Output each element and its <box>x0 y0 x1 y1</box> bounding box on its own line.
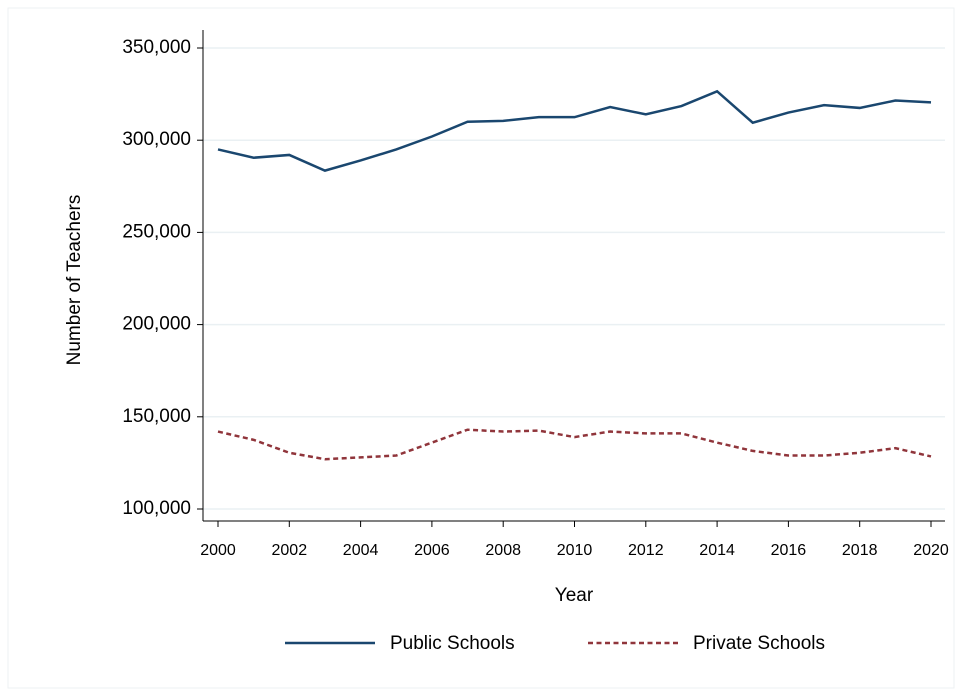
x-tick-label: 2018 <box>842 542 878 559</box>
y-tick-label: 250,000 <box>122 221 191 242</box>
y-axis-title: Number of Teachers <box>64 195 85 366</box>
y-tick-label: 350,000 <box>122 37 191 58</box>
series-line <box>217 428 932 461</box>
x-tick-label: 2016 <box>771 542 807 559</box>
x-tick-label: 2004 <box>343 542 379 559</box>
x-axis-title: Year <box>555 585 594 606</box>
x-tick-label: 2006 <box>414 542 450 559</box>
x-tick-label: 2000 <box>200 542 236 559</box>
y-tick-label: 100,000 <box>122 498 191 519</box>
x-tick-label: 2010 <box>557 542 593 559</box>
chart-frame <box>7 7 955 689</box>
x-tick-label: 2020 <box>913 542 949 559</box>
y-tick-label: 200,000 <box>122 314 191 335</box>
x-tick-label: 2002 <box>272 542 308 559</box>
legend-label: Public Schools <box>390 633 515 654</box>
series-line <box>217 89 932 172</box>
y-tick-label: 300,000 <box>122 129 191 150</box>
legend-label: Private Schools <box>693 633 825 654</box>
x-tick-label: 2008 <box>485 542 521 559</box>
y-tick-label: 150,000 <box>122 406 191 427</box>
x-tick-label: 2012 <box>628 542 664 559</box>
x-tick-label: 2014 <box>699 542 735 559</box>
